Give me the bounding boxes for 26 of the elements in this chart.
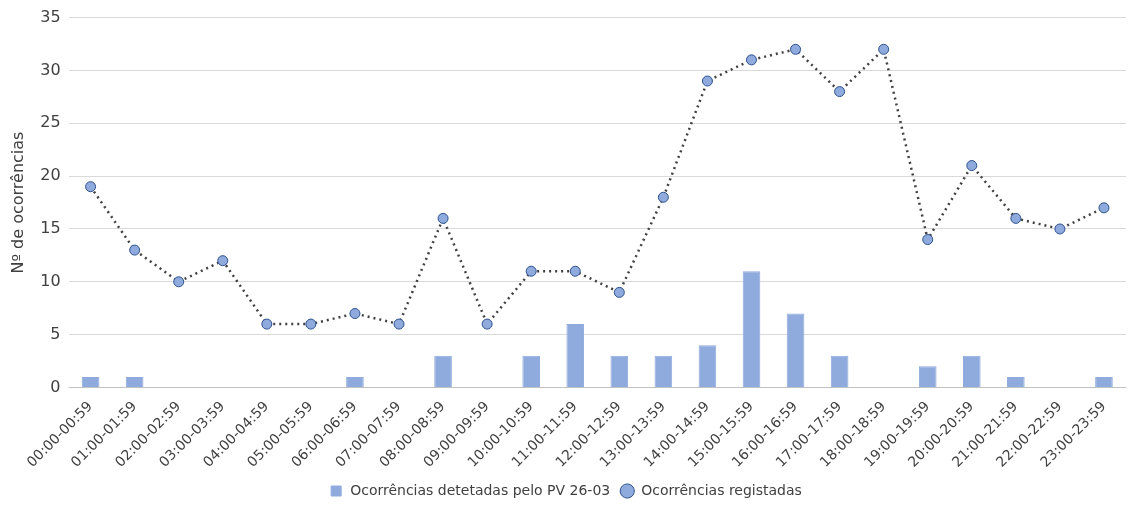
bar bbox=[522, 355, 540, 387]
y-tick-label: 5 bbox=[50, 323, 61, 343]
y-tick-label: 15 bbox=[40, 218, 61, 238]
y-tick-label: 20 bbox=[40, 165, 61, 185]
y-tick-label: 35 bbox=[40, 6, 61, 26]
y-tick-label: 25 bbox=[40, 112, 61, 132]
legend-label: Ocorrências registadas bbox=[641, 481, 802, 498]
y-tick-label: 30 bbox=[40, 59, 61, 79]
bar bbox=[698, 345, 717, 387]
bar bbox=[125, 376, 144, 387]
bar bbox=[610, 355, 629, 387]
legend-label: Ocorrências detetadas pelo PV 26-03 bbox=[350, 481, 611, 498]
y-axis-title: Nº de ocorrências bbox=[7, 131, 27, 274]
bar bbox=[962, 355, 981, 387]
bar bbox=[566, 324, 585, 387]
y-tick-label: 10 bbox=[40, 270, 61, 290]
bar bbox=[81, 376, 100, 387]
bar bbox=[742, 271, 761, 387]
bar bbox=[918, 366, 937, 387]
bar bbox=[346, 376, 364, 387]
bar bbox=[434, 355, 452, 387]
bar bbox=[654, 355, 673, 387]
bar bbox=[786, 313, 805, 387]
bar bbox=[830, 355, 849, 387]
y-tick-label: 0 bbox=[50, 376, 61, 396]
bar bbox=[1095, 376, 1113, 387]
